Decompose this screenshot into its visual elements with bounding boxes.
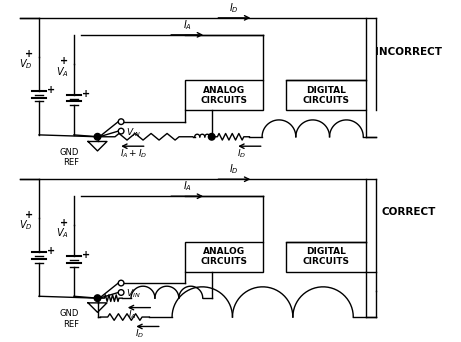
Text: $V_A$: $V_A$ bbox=[56, 226, 69, 240]
Text: $I_D$: $I_D$ bbox=[230, 162, 239, 176]
Text: $I_A$: $I_A$ bbox=[128, 308, 136, 321]
Text: $V_A$: $V_A$ bbox=[56, 65, 69, 79]
Circle shape bbox=[118, 280, 124, 286]
Text: $V_D$: $V_D$ bbox=[19, 57, 33, 71]
Text: CORRECT: CORRECT bbox=[382, 207, 436, 217]
Text: $I_A$: $I_A$ bbox=[183, 180, 192, 193]
Text: $I_A$: $I_A$ bbox=[183, 18, 192, 32]
Circle shape bbox=[208, 133, 215, 140]
Text: GND
REF: GND REF bbox=[59, 310, 79, 329]
Bar bbox=[185, 80, 263, 110]
Text: $I_D$: $I_D$ bbox=[237, 147, 247, 160]
Bar bbox=[286, 241, 366, 272]
Circle shape bbox=[94, 295, 101, 301]
Text: $V_{IN}$: $V_{IN}$ bbox=[126, 127, 141, 139]
Text: +: + bbox=[47, 247, 56, 256]
Text: +: + bbox=[83, 250, 90, 260]
Text: $I_D$: $I_D$ bbox=[230, 1, 239, 15]
Text: +: + bbox=[60, 56, 69, 66]
Text: +: + bbox=[60, 218, 69, 228]
Text: DIGITAL
CIRCUITS: DIGITAL CIRCUITS bbox=[303, 86, 350, 105]
Bar bbox=[185, 241, 263, 272]
Circle shape bbox=[118, 128, 124, 134]
Bar bbox=[286, 80, 366, 110]
Text: ANALOG
CIRCUITS: ANALOG CIRCUITS bbox=[201, 247, 248, 266]
Text: INCORRECT: INCORRECT bbox=[375, 47, 443, 57]
Circle shape bbox=[118, 290, 124, 295]
Text: +: + bbox=[47, 85, 56, 95]
Circle shape bbox=[118, 119, 124, 124]
Text: ANALOG
CIRCUITS: ANALOG CIRCUITS bbox=[201, 86, 248, 105]
Text: +: + bbox=[25, 49, 34, 59]
Text: $V_D$: $V_D$ bbox=[19, 219, 33, 232]
Text: +: + bbox=[25, 210, 34, 220]
Text: +: + bbox=[83, 89, 90, 99]
Text: $V_{IN}$: $V_{IN}$ bbox=[126, 288, 141, 300]
Circle shape bbox=[94, 133, 101, 140]
Text: $I_A + I_D$: $I_A + I_D$ bbox=[120, 147, 148, 160]
Text: GND
REF: GND REF bbox=[59, 148, 79, 168]
Text: DIGITAL
CIRCUITS: DIGITAL CIRCUITS bbox=[303, 247, 350, 266]
Text: $I_D$: $I_D$ bbox=[135, 327, 144, 340]
